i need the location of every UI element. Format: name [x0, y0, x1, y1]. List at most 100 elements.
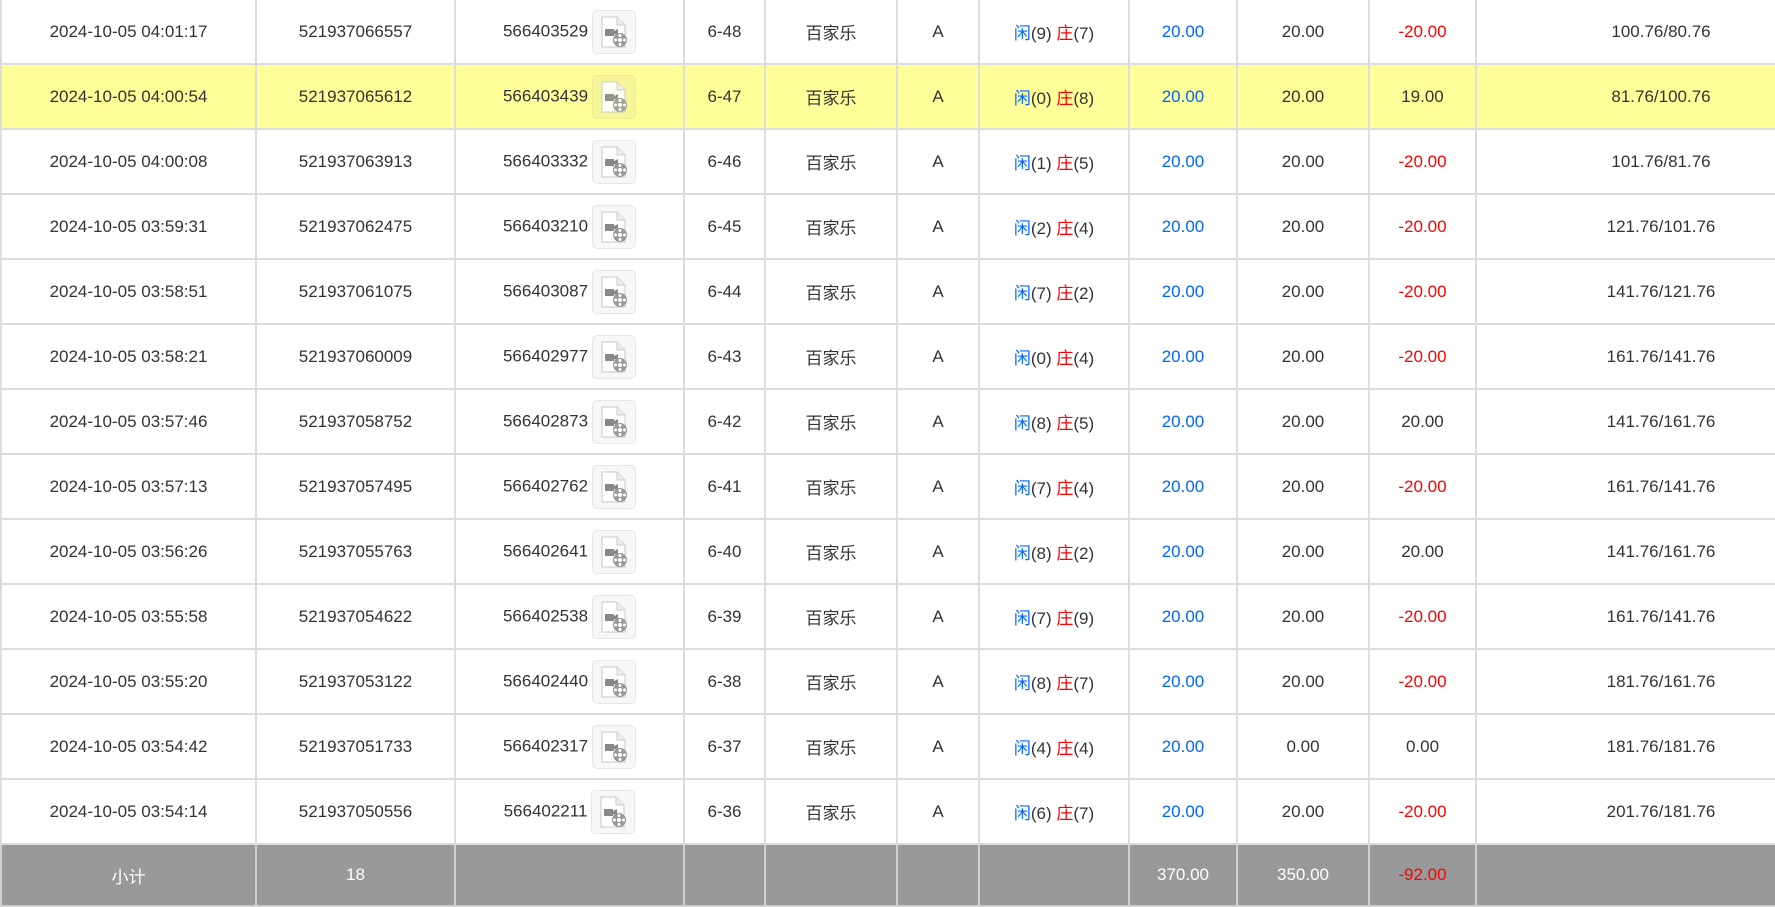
win-loss: 0.00: [1368, 713, 1477, 780]
player-points: (0): [1030, 349, 1052, 368]
result-cell: 闲(8) 庄(7): [978, 648, 1130, 715]
game-name: 百家乐: [764, 453, 898, 520]
banker-label: 庄: [1056, 609, 1074, 628]
video-file-icon[interactable]: [592, 139, 637, 184]
table-row[interactable]: 2024-10-05 03:58:51 521937061075 566403087…: [0, 258, 1775, 325]
banker-points: (4): [1073, 479, 1095, 498]
bet-time: 2024-10-05 03:54:42: [0, 713, 257, 780]
bet-type: A: [896, 193, 980, 260]
round-cell: 566403439: [454, 63, 685, 130]
player-points: (7): [1030, 609, 1052, 628]
video-file-icon[interactable]: [592, 659, 637, 704]
table-row[interactable]: 2024-10-05 03:55:20 521937053122 566402440…: [0, 648, 1775, 715]
table-row[interactable]: 2024-10-05 03:55:58 521937054622 566402538…: [0, 583, 1775, 650]
table-no: 6-39: [683, 583, 766, 650]
balance: 181.76/161.76: [1475, 648, 1775, 715]
bet-type: A: [896, 778, 980, 845]
video-file-icon[interactable]: [592, 74, 637, 119]
table-no: 6-41: [683, 453, 766, 520]
order-id: 521937060009: [255, 323, 456, 390]
player-points: (9): [1030, 24, 1052, 43]
balance: 161.76/141.76: [1475, 583, 1775, 650]
bet-type: A: [896, 713, 980, 780]
order-id: 521937054622: [255, 583, 456, 650]
game-name: 百家乐: [764, 388, 898, 455]
round-id: 566402538: [502, 605, 589, 625]
subtotal-label: 小计: [0, 843, 257, 907]
bet-amount: 20.00: [1128, 128, 1238, 195]
table-row[interactable]: 2024-10-05 03:59:31 521937062475 566403210…: [0, 193, 1775, 260]
table-row[interactable]: 2024-10-05 03:54:42 521937051733 566402317…: [0, 713, 1775, 780]
round-cell: 566402211: [454, 778, 685, 845]
game-name: 百家乐: [764, 518, 898, 585]
order-id: 521937065612: [255, 63, 456, 130]
table-no: 6-42: [683, 388, 766, 455]
banker-points: (4): [1073, 219, 1095, 238]
table-no: 6-47: [683, 63, 766, 130]
balance: 141.76/161.76: [1475, 388, 1775, 455]
order-id: 521937050556: [255, 778, 456, 845]
order-id: 521937053122: [255, 648, 456, 715]
bet-amount: 20.00: [1128, 258, 1238, 325]
video-file-icon[interactable]: [592, 594, 637, 639]
bet-time: 2024-10-05 03:56:26: [0, 518, 257, 585]
player-label: 闲: [1013, 544, 1031, 563]
player-points: (2): [1030, 219, 1052, 238]
table-row[interactable]: 2024-10-05 03:54:14 521937050556 566402211…: [0, 778, 1775, 845]
video-file-icon[interactable]: [592, 269, 637, 314]
bet-time: 2024-10-05 03:55:20: [0, 648, 257, 715]
order-id: 521937055763: [255, 518, 456, 585]
banker-points: (5): [1073, 414, 1095, 433]
round-cell: 566402873: [454, 388, 685, 455]
table-row[interactable]: 2024-10-05 04:01:17 521937066557 566403529…: [0, 0, 1775, 65]
video-file-icon[interactable]: [592, 399, 637, 444]
banker-points: (2): [1073, 544, 1095, 563]
balance: 121.76/101.76: [1475, 193, 1775, 260]
video-file-icon[interactable]: [592, 529, 637, 574]
round-id: 566402641: [502, 540, 589, 560]
player-points: (8): [1030, 414, 1052, 433]
valid-bet: 20.00: [1236, 258, 1370, 325]
result-cell: 闲(6) 庄(7): [978, 778, 1130, 845]
valid-bet: 20.00: [1236, 128, 1370, 195]
bet-amount: 20.00: [1128, 323, 1238, 390]
video-file-icon[interactable]: [592, 724, 637, 769]
table-row[interactable]: 2024-10-05 03:57:46 521937058752 566402873…: [0, 388, 1775, 455]
valid-bet: 20.00: [1236, 388, 1370, 455]
table-row[interactable]: 2024-10-05 04:00:08 521937063913 566403332…: [0, 128, 1775, 195]
table-row[interactable]: 2024-10-05 03:57:13 521937057495 566402762…: [0, 453, 1775, 520]
game-name: 百家乐: [764, 323, 898, 390]
player-label: 闲: [1013, 414, 1031, 433]
player-label: 闲: [1013, 89, 1031, 108]
result-cell: 闲(2) 庄(4): [978, 193, 1130, 260]
balance: 201.76/181.76: [1475, 778, 1775, 845]
table-no: 6-46: [683, 128, 766, 195]
win-loss: -20.00: [1368, 193, 1477, 260]
video-file-icon[interactable]: [592, 9, 637, 54]
video-file-icon[interactable]: [591, 789, 636, 834]
bet-amount: 20.00: [1128, 0, 1238, 65]
result-cell: 闲(7) 庄(2): [978, 258, 1130, 325]
balance: 181.76/181.76: [1475, 713, 1775, 780]
banker-label: 庄: [1056, 739, 1074, 758]
round-cell: 566402538: [454, 583, 685, 650]
balance: 161.76/141.76: [1475, 453, 1775, 520]
video-file-icon[interactable]: [592, 204, 637, 249]
player-points: (7): [1030, 479, 1052, 498]
win-loss: -20.00: [1368, 453, 1477, 520]
bet-type: A: [896, 128, 980, 195]
game-name: 百家乐: [764, 583, 898, 650]
valid-bet: 20.00: [1236, 648, 1370, 715]
order-id: 521937062475: [255, 193, 456, 260]
table-row[interactable]: 2024-10-05 03:56:26 521937055763 566402641…: [0, 518, 1775, 585]
bet-type: A: [896, 583, 980, 650]
subtotal-win: -92.00: [1368, 843, 1477, 907]
table-row[interactable]: 2024-10-05 04:00:54 521937065612 566403439…: [0, 63, 1775, 130]
table-row[interactable]: 2024-10-05 03:58:21 521937060009 566402977…: [0, 323, 1775, 390]
bet-time: 2024-10-05 03:55:58: [0, 583, 257, 650]
video-file-icon[interactable]: [592, 334, 637, 379]
subtotal-row: 小计 18 370.00 350.00 -92.00: [0, 843, 1775, 907]
game-name: 百家乐: [764, 258, 898, 325]
video-file-icon[interactable]: [592, 464, 637, 509]
